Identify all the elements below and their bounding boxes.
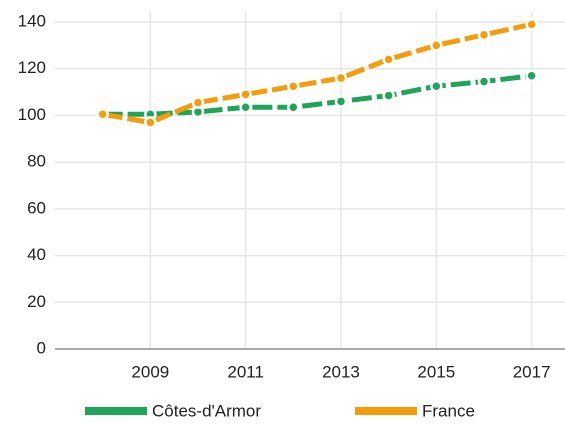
point <box>477 28 491 42</box>
legend-label: France <box>422 401 475 420</box>
series-line <box>102 21 533 126</box>
point <box>287 79 300 93</box>
point <box>144 116 157 129</box>
point <box>382 53 395 66</box>
x-tick-label: 2009 <box>131 362 169 381</box>
point <box>96 108 109 121</box>
point <box>525 18 538 31</box>
point <box>287 101 300 114</box>
y-tick-label: 0 <box>37 338 46 357</box>
x-tick-label: 2017 <box>513 362 551 381</box>
y-tick-label: 120 <box>18 58 46 77</box>
x-tick-label: 2015 <box>417 362 455 381</box>
point <box>382 89 395 102</box>
y-tick-label: 140 <box>18 11 46 30</box>
point <box>430 79 443 93</box>
point <box>334 95 348 108</box>
y-tick-label: 80 <box>27 152 46 171</box>
y-tick-label: 60 <box>27 198 46 217</box>
point <box>191 96 205 109</box>
point <box>239 88 252 101</box>
point <box>525 69 538 82</box>
point <box>239 101 252 114</box>
series-line <box>102 73 532 117</box>
point <box>430 39 443 52</box>
legend-swatch <box>355 407 417 415</box>
legend-swatch <box>85 407 147 415</box>
point <box>334 71 348 85</box>
y-tick-label: 40 <box>27 245 46 264</box>
x-tick-label: 2013 <box>322 362 360 381</box>
y-tick-label: 20 <box>27 292 46 311</box>
point <box>477 75 491 88</box>
y-tick-label: 100 <box>18 105 46 124</box>
x-tick-label: 2011 <box>227 362 264 381</box>
legend-label: Côtes-d'Armor <box>152 401 261 420</box>
